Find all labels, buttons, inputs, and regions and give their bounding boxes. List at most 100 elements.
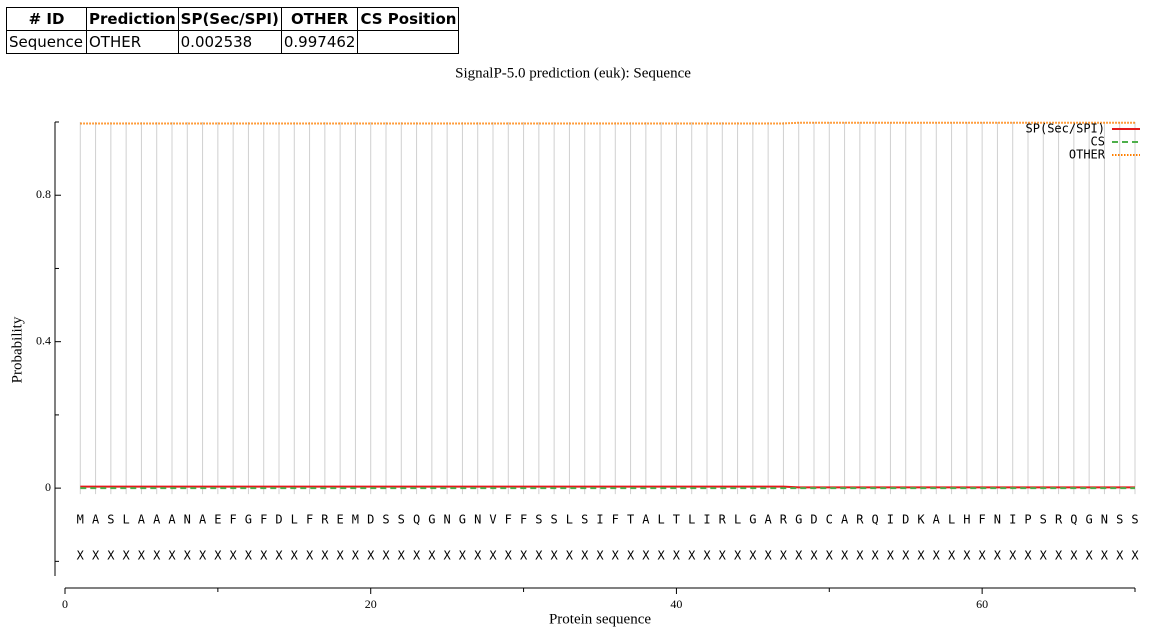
- residue: D: [902, 513, 909, 527]
- annotation: X: [1101, 549, 1109, 563]
- annotation: X: [1009, 549, 1017, 563]
- annotation: X: [734, 549, 742, 563]
- x-axis-label: Protein sequence: [549, 611, 651, 627]
- residue: F: [260, 513, 267, 527]
- annotation: X: [92, 549, 100, 563]
- annotation: X: [933, 549, 941, 563]
- residue: L: [566, 513, 573, 527]
- residue: I: [887, 513, 894, 527]
- residue: H: [963, 513, 970, 527]
- annotation: X: [596, 549, 604, 563]
- annotation: X: [917, 549, 925, 563]
- legend-label: CS: [1091, 135, 1105, 149]
- residue: K: [917, 513, 925, 527]
- header-cell: # ID: [6, 7, 87, 31]
- residue: S: [581, 513, 588, 527]
- residue: M: [77, 513, 84, 527]
- annotation: X: [352, 549, 360, 563]
- residue: N: [1101, 513, 1108, 527]
- annotation: X: [138, 549, 146, 563]
- residue: I: [1009, 513, 1016, 527]
- annotation: X: [367, 549, 375, 563]
- residue: E: [337, 513, 344, 527]
- annotation: X: [321, 549, 329, 563]
- residue: L: [734, 513, 741, 527]
- residue: G: [459, 513, 466, 527]
- annotation: X: [520, 549, 528, 563]
- y-tick-label: 0.8: [36, 187, 51, 201]
- residue: S: [382, 513, 389, 527]
- residue: F: [230, 513, 237, 527]
- residue: L: [291, 513, 298, 527]
- annotation: X: [107, 549, 115, 563]
- annotation: X: [795, 549, 803, 563]
- annotation: X: [688, 549, 696, 563]
- annotation: X: [856, 549, 864, 563]
- header-cell: OTHER: [280, 7, 359, 31]
- residue: S: [1040, 513, 1047, 527]
- data-row: Sequence OTHER 0.002538 0.997462: [6, 30, 460, 54]
- annotation: X: [1055, 549, 1063, 563]
- annotation: X: [77, 549, 85, 563]
- residue: D: [810, 513, 817, 527]
- residue: N: [474, 513, 481, 527]
- header-cell: Prediction: [86, 7, 179, 31]
- annotation: X: [963, 549, 971, 563]
- y-tick-label: 0.4: [36, 333, 51, 347]
- residue: R: [780, 513, 788, 527]
- cell: [357, 30, 460, 54]
- annotation: X: [902, 549, 910, 563]
- residue: S: [535, 513, 542, 527]
- x-tick-label: 60: [976, 597, 988, 611]
- annotation: X: [199, 549, 207, 563]
- annotation: X: [566, 549, 574, 563]
- annotation: X: [1040, 549, 1048, 563]
- residue: A: [841, 513, 849, 527]
- chart-title: SignalP-5.0 prediction (euk): Sequence: [455, 65, 691, 81]
- residue: Q: [1070, 513, 1077, 527]
- annotation: X: [260, 549, 268, 563]
- annotation: X: [184, 549, 192, 563]
- residue: L: [658, 513, 665, 527]
- annotation: X: [826, 549, 834, 563]
- annotation: X: [780, 549, 788, 563]
- residue: I: [596, 513, 603, 527]
- residue: G: [245, 513, 252, 527]
- residue: R: [719, 513, 727, 527]
- residue: S: [107, 513, 114, 527]
- residue: S: [551, 513, 558, 527]
- annotation: X: [428, 549, 436, 563]
- cell: 0.002538: [177, 30, 282, 54]
- annotation: X: [337, 549, 345, 563]
- annotation: X: [810, 549, 818, 563]
- residue: S: [1116, 513, 1123, 527]
- residue: Q: [872, 513, 879, 527]
- annotation: X: [230, 549, 238, 563]
- residue: R: [1055, 513, 1063, 527]
- annotation: X: [474, 549, 482, 563]
- x-tick-label: 40: [670, 597, 682, 611]
- header-cell: CS Position: [357, 7, 460, 31]
- residue: A: [168, 513, 176, 527]
- legend-label: SP(Sec/SPI): [1026, 122, 1105, 136]
- residue: T: [627, 513, 634, 527]
- annotation: X: [994, 549, 1002, 563]
- annotation: X: [505, 549, 513, 563]
- annotation: X: [535, 549, 543, 563]
- residue: N: [444, 513, 451, 527]
- residue: Q: [413, 513, 420, 527]
- residue: M: [352, 513, 359, 527]
- residue: F: [979, 513, 986, 527]
- x-tick-label: 20: [365, 597, 377, 611]
- residue: A: [765, 513, 773, 527]
- x-tick-label: 0: [62, 597, 68, 611]
- residue: A: [92, 513, 100, 527]
- annotation: X: [887, 549, 895, 563]
- annotation: X: [1070, 549, 1078, 563]
- y-axis-label: Probability: [9, 316, 25, 383]
- legend-label: OTHER: [1069, 148, 1106, 162]
- series-line: [80, 485, 1135, 489]
- residue: G: [1086, 513, 1093, 527]
- residue: L: [123, 513, 130, 527]
- annotation: X: [291, 549, 299, 563]
